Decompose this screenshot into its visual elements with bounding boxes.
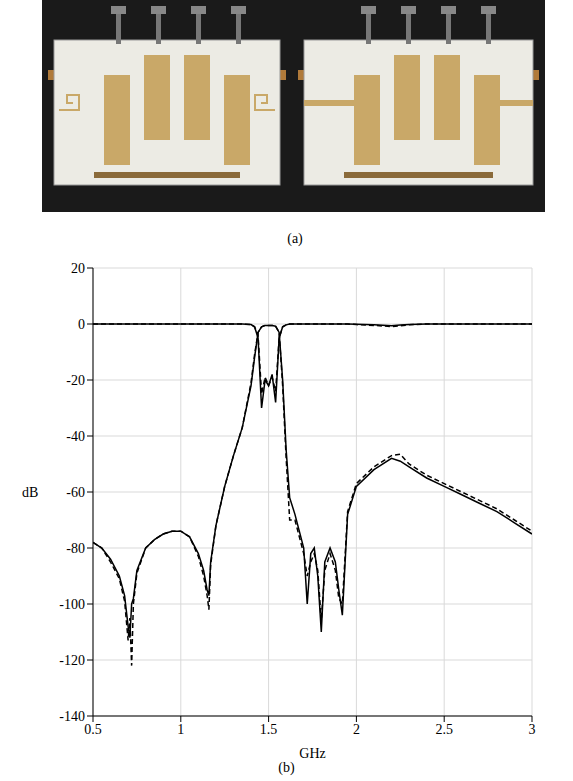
svg-text:GHz: GHz [299,746,325,760]
svg-text:20: 20 [71,261,85,276]
svg-text:-60: -60 [66,485,85,500]
svg-text:0.5: 0.5 [84,722,102,737]
svg-text:1: 1 [177,722,184,737]
svg-text:-140: -140 [59,709,85,724]
svg-text:dB: dB [22,485,38,500]
svg-text:-20: -20 [66,373,85,388]
svg-text:0: 0 [78,317,85,332]
svg-text:-100: -100 [59,597,85,612]
html-text:(b): (b) [278,760,295,775]
svg-text:-120: -120 [59,653,85,668]
svg-text:(a): (a) [287,231,303,247]
svg-text:3: 3 [529,722,536,737]
svg-text:2.5: 2.5 [435,722,453,737]
svg-text:-40: -40 [66,429,85,444]
svg-text:1.5: 1.5 [260,722,278,737]
svg-text:-80: -80 [66,541,85,556]
svg-text:2: 2 [353,722,360,737]
